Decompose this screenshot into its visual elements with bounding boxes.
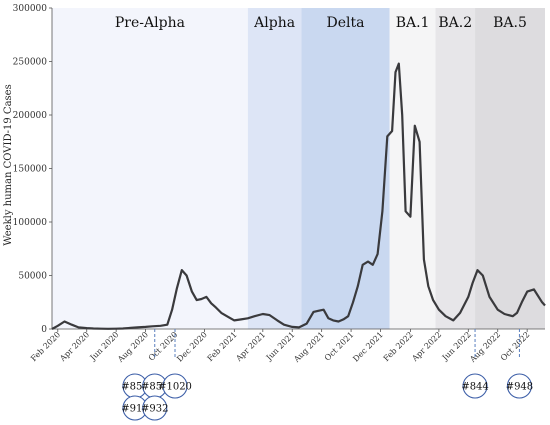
- x-tick-label: Apr 2020: [57, 330, 91, 364]
- y-tick-label: 200000: [13, 111, 48, 121]
- marker-label: #948: [506, 382, 533, 393]
- band-ba-2: [435, 8, 476, 329]
- y-tick-label: 100000: [13, 218, 48, 228]
- marker-label: #912: [121, 404, 148, 415]
- marker-1020: #1020: [158, 373, 192, 399]
- marker-948: #948: [506, 373, 533, 399]
- marker-label: #932: [141, 404, 168, 415]
- x-tick-label: Apr 2021: [234, 330, 268, 364]
- marker-circle: [142, 395, 168, 421]
- band-label-ba-2: BA.2: [438, 15, 472, 31]
- x-tick-label: Feb 2020: [29, 330, 62, 363]
- y-tick-label: 0: [41, 325, 47, 335]
- marker-label: #850: [121, 382, 148, 393]
- marker-circle: [506, 373, 532, 399]
- band-label-pre-alpha: Pre-Alpha: [115, 15, 185, 31]
- marker-label: #1020: [158, 382, 192, 393]
- band-label-ba-1: BA.1: [396, 15, 430, 31]
- x-tick-label: Dec 2021: [351, 330, 385, 364]
- marker-label: #859: [141, 382, 168, 393]
- x-tick-label: Feb 2022: [382, 330, 415, 363]
- band-alpha: [247, 8, 302, 329]
- x-tick-label: Feb 2021: [206, 330, 239, 363]
- sequence-markers: #850#859#1020 #912#932 #844 #948: [121, 373, 533, 421]
- y-tick-label: 50000: [18, 272, 47, 282]
- y-tick-label: 300000: [13, 4, 48, 14]
- band-label-ba-5: BA.5: [493, 15, 527, 31]
- x-tick-label: Aug 2022: [468, 330, 503, 365]
- band-label-alpha: Alpha: [253, 15, 295, 31]
- series-line-0: [51, 62, 546, 330]
- variant-bands: [52, 8, 545, 329]
- y-axis-ticks: 0 50000 100000 150000 200000 250000 300000: [13, 4, 52, 335]
- marker-circle: [162, 373, 188, 399]
- variant-band-labels: Pre-Alpha Alpha Delta BA.1 BA.2 BA.5: [115, 15, 527, 31]
- x-tick-label: Apr 2022: [410, 330, 444, 364]
- x-tick-label: Dec 2020: [175, 330, 209, 364]
- y-tick-label: 250000: [13, 58, 48, 68]
- band-delta: [301, 8, 390, 329]
- marker-844: #844: [461, 373, 489, 399]
- band-ba-5: [475, 8, 545, 329]
- marker-label: #844: [461, 382, 488, 393]
- band-label-delta: Delta: [327, 15, 365, 31]
- series-lines: [51, 62, 546, 330]
- x-tick-label: Oct 2022: [499, 330, 532, 363]
- x-tick-label: Aug 2021: [291, 330, 326, 365]
- band-pre-alpha: [52, 8, 248, 329]
- marker-circle: [462, 373, 488, 399]
- y-tick-label: 150000: [13, 165, 48, 175]
- marker-932: #932: [141, 395, 168, 421]
- x-tick-label: Aug 2020: [115, 330, 150, 365]
- y-axis-label: Weekly human COVID-19 Cases: [3, 84, 14, 245]
